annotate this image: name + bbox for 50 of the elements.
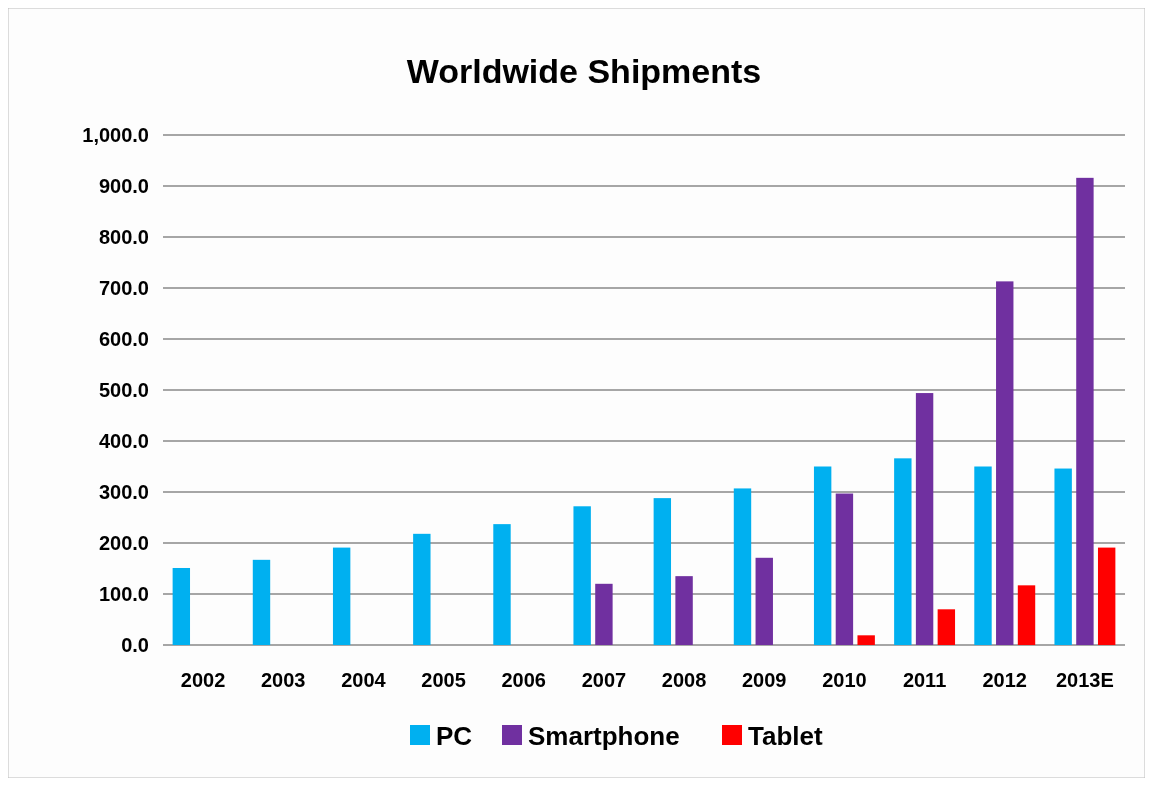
x-tick-label: 2006 bbox=[501, 669, 546, 691]
bar bbox=[857, 635, 875, 645]
x-tick-label: 2003 bbox=[261, 669, 306, 691]
legend-label: Smartphone bbox=[528, 721, 680, 752]
bar bbox=[675, 576, 693, 645]
x-tick-label: 2009 bbox=[742, 669, 787, 691]
y-tick-label: 700.0 bbox=[98, 277, 149, 299]
bar bbox=[1054, 468, 1072, 645]
x-tick-label: 2011 bbox=[902, 669, 947, 691]
x-tick-label: 2010 bbox=[822, 669, 867, 691]
y-tick-label: 1,000.0 bbox=[82, 124, 149, 146]
x-tick-label: 2008 bbox=[661, 669, 707, 691]
bar bbox=[1076, 177, 1094, 645]
bar bbox=[653, 498, 672, 645]
y-tick-label: 0.0 bbox=[121, 634, 149, 656]
y-tick-label: 500.0 bbox=[98, 379, 149, 401]
bar bbox=[332, 547, 351, 645]
chart-title: Worldwide Shipments bbox=[406, 52, 762, 90]
x-tick-label: 2012 bbox=[982, 669, 1027, 691]
bar bbox=[733, 488, 752, 645]
y-tick-label: 900.0 bbox=[98, 175, 149, 197]
bar bbox=[1017, 585, 1036, 645]
bar bbox=[915, 393, 934, 645]
legend-label: Tablet bbox=[748, 721, 823, 752]
x-tick-label: 2002 bbox=[180, 669, 226, 691]
bar bbox=[835, 493, 854, 645]
bar bbox=[937, 609, 956, 645]
x-tick-label: 2005 bbox=[421, 669, 466, 691]
bar bbox=[974, 466, 992, 645]
bar bbox=[413, 533, 431, 645]
bar bbox=[813, 466, 832, 645]
y-tick-label: 400.0 bbox=[98, 430, 149, 452]
bar bbox=[894, 458, 912, 645]
x-tick-label: 2004 bbox=[341, 669, 387, 691]
y-tick-label: 800.0 bbox=[98, 226, 149, 248]
bar bbox=[755, 557, 773, 645]
y-tick-label: 300.0 bbox=[98, 481, 149, 503]
y-tick-label: 200.0 bbox=[98, 532, 149, 554]
bar bbox=[1097, 547, 1116, 645]
bar bbox=[996, 281, 1014, 645]
y-tick-label: 100.0 bbox=[98, 583, 149, 605]
bar bbox=[573, 506, 591, 645]
y-tick-label: 600.0 bbox=[98, 328, 149, 350]
x-tick-label: 2007 bbox=[581, 669, 627, 691]
bar bbox=[172, 567, 191, 645]
legend-label: PC bbox=[436, 721, 473, 752]
x-tick-label: 2013E bbox=[1055, 669, 1114, 691]
bar bbox=[252, 559, 271, 645]
bar bbox=[595, 583, 613, 645]
bar bbox=[493, 524, 511, 645]
